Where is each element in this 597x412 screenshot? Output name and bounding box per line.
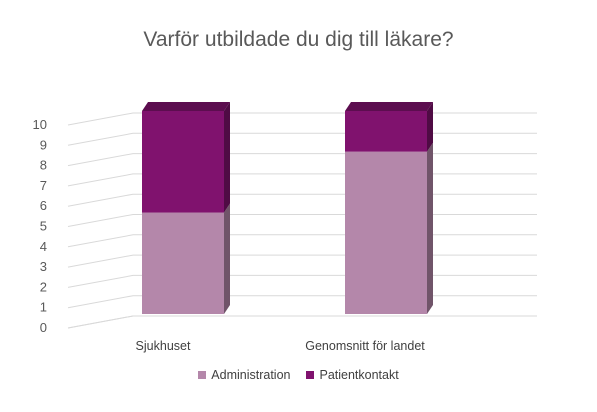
- floor-edge: [67, 315, 134, 329]
- y-axis-ticks: 0 1 2 3 4 5 6 7 8 9 10: [33, 117, 47, 335]
- gridline: [67, 193, 537, 207]
- gridline: [67, 254, 537, 268]
- bar-side-administration: [427, 142, 433, 314]
- bar-front-administration: [345, 151, 427, 314]
- gridline: [67, 214, 537, 227]
- y-tick-label: 4: [40, 239, 47, 254]
- gridline: [67, 132, 537, 146]
- gridline: [67, 112, 537, 126]
- y-tick-label: 1: [40, 300, 47, 315]
- y-tick-label: 8: [40, 158, 47, 173]
- legend-label-administration: Administration: [211, 368, 291, 382]
- bar-front-administration: [142, 212, 224, 314]
- legend-label-patientkontakt: Patientkontakt: [319, 368, 399, 382]
- y-tick-label: 9: [40, 137, 47, 152]
- bars: [142, 102, 433, 314]
- y-tick-label: 0: [40, 320, 47, 335]
- x-tick-label: Sjukhuset: [136, 339, 191, 353]
- gridline: [67, 274, 537, 288]
- legend: Administration Patientkontakt: [0, 368, 597, 382]
- legend-item-patientkontakt: Patientkontakt: [306, 368, 399, 382]
- legend-swatch-patientkontakt: [306, 371, 315, 379]
- y-tick-label: 3: [40, 259, 47, 274]
- y-tick-label: 2: [40, 279, 47, 294]
- gridline: [67, 295, 537, 309]
- gridline: [67, 173, 537, 187]
- x-tick-label: Genomsnitt för landet: [305, 339, 425, 353]
- bar-side-administration: [224, 203, 230, 314]
- bar-side-patientkontakt: [224, 102, 230, 213]
- bar-front-patientkontakt: [142, 111, 224, 213]
- bar-front-patientkontakt: [345, 111, 427, 152]
- y-tick-label: 10: [33, 117, 47, 132]
- gridline: [67, 234, 537, 248]
- chart-title: Varför utbildade du dig till läkare?: [143, 28, 454, 51]
- gridline: [67, 315, 537, 329]
- bar-top-patientkontakt: [345, 102, 433, 111]
- x-axis-labels: Sjukhuset Genomsnitt för landet: [136, 339, 426, 353]
- bar-side-patientkontakt: [427, 102, 433, 152]
- gridline: [67, 153, 537, 167]
- y-tick-label: 6: [40, 198, 47, 213]
- y-tick-label: 7: [40, 178, 47, 193]
- legend-item-administration: Administration: [198, 368, 290, 382]
- gridlines: [67, 112, 537, 329]
- legend-swatch-administration: [198, 371, 207, 379]
- bar-top-patientkontakt: [142, 102, 230, 111]
- y-tick-label: 5: [40, 219, 47, 234]
